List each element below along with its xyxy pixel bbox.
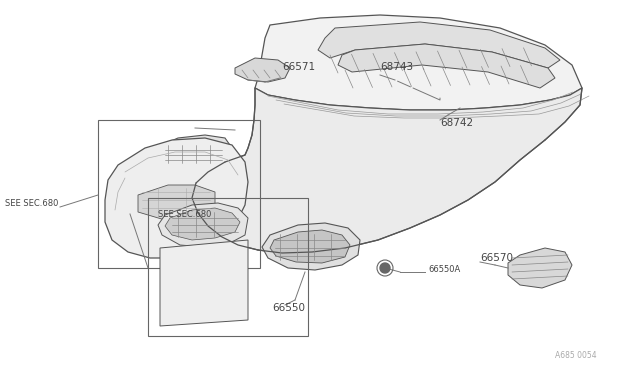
Polygon shape [162, 141, 225, 166]
Polygon shape [255, 15, 582, 110]
Polygon shape [165, 208, 240, 240]
Polygon shape [155, 135, 232, 175]
Text: 66550: 66550 [272, 303, 305, 313]
Polygon shape [138, 185, 215, 220]
Polygon shape [158, 203, 248, 247]
Text: 66550A: 66550A [428, 266, 460, 275]
Polygon shape [105, 138, 248, 258]
Text: A685 0054: A685 0054 [555, 350, 596, 359]
Polygon shape [192, 88, 582, 253]
Polygon shape [508, 248, 572, 288]
Circle shape [380, 263, 390, 273]
Polygon shape [235, 58, 290, 82]
Polygon shape [318, 22, 560, 68]
Text: 68742: 68742 [440, 118, 473, 128]
Text: 66571: 66571 [282, 62, 315, 72]
Text: SEE SEC.680: SEE SEC.680 [158, 209, 211, 218]
Bar [148, 198, 308, 336]
Polygon shape [262, 223, 360, 270]
Text: 68743: 68743 [380, 62, 413, 72]
Text: SEE SEC.680: SEE SEC.680 [5, 199, 58, 208]
Bar [98, 120, 260, 268]
Polygon shape [338, 44, 555, 88]
Polygon shape [160, 240, 248, 326]
Text: 66570: 66570 [480, 253, 513, 263]
Polygon shape [270, 230, 350, 263]
